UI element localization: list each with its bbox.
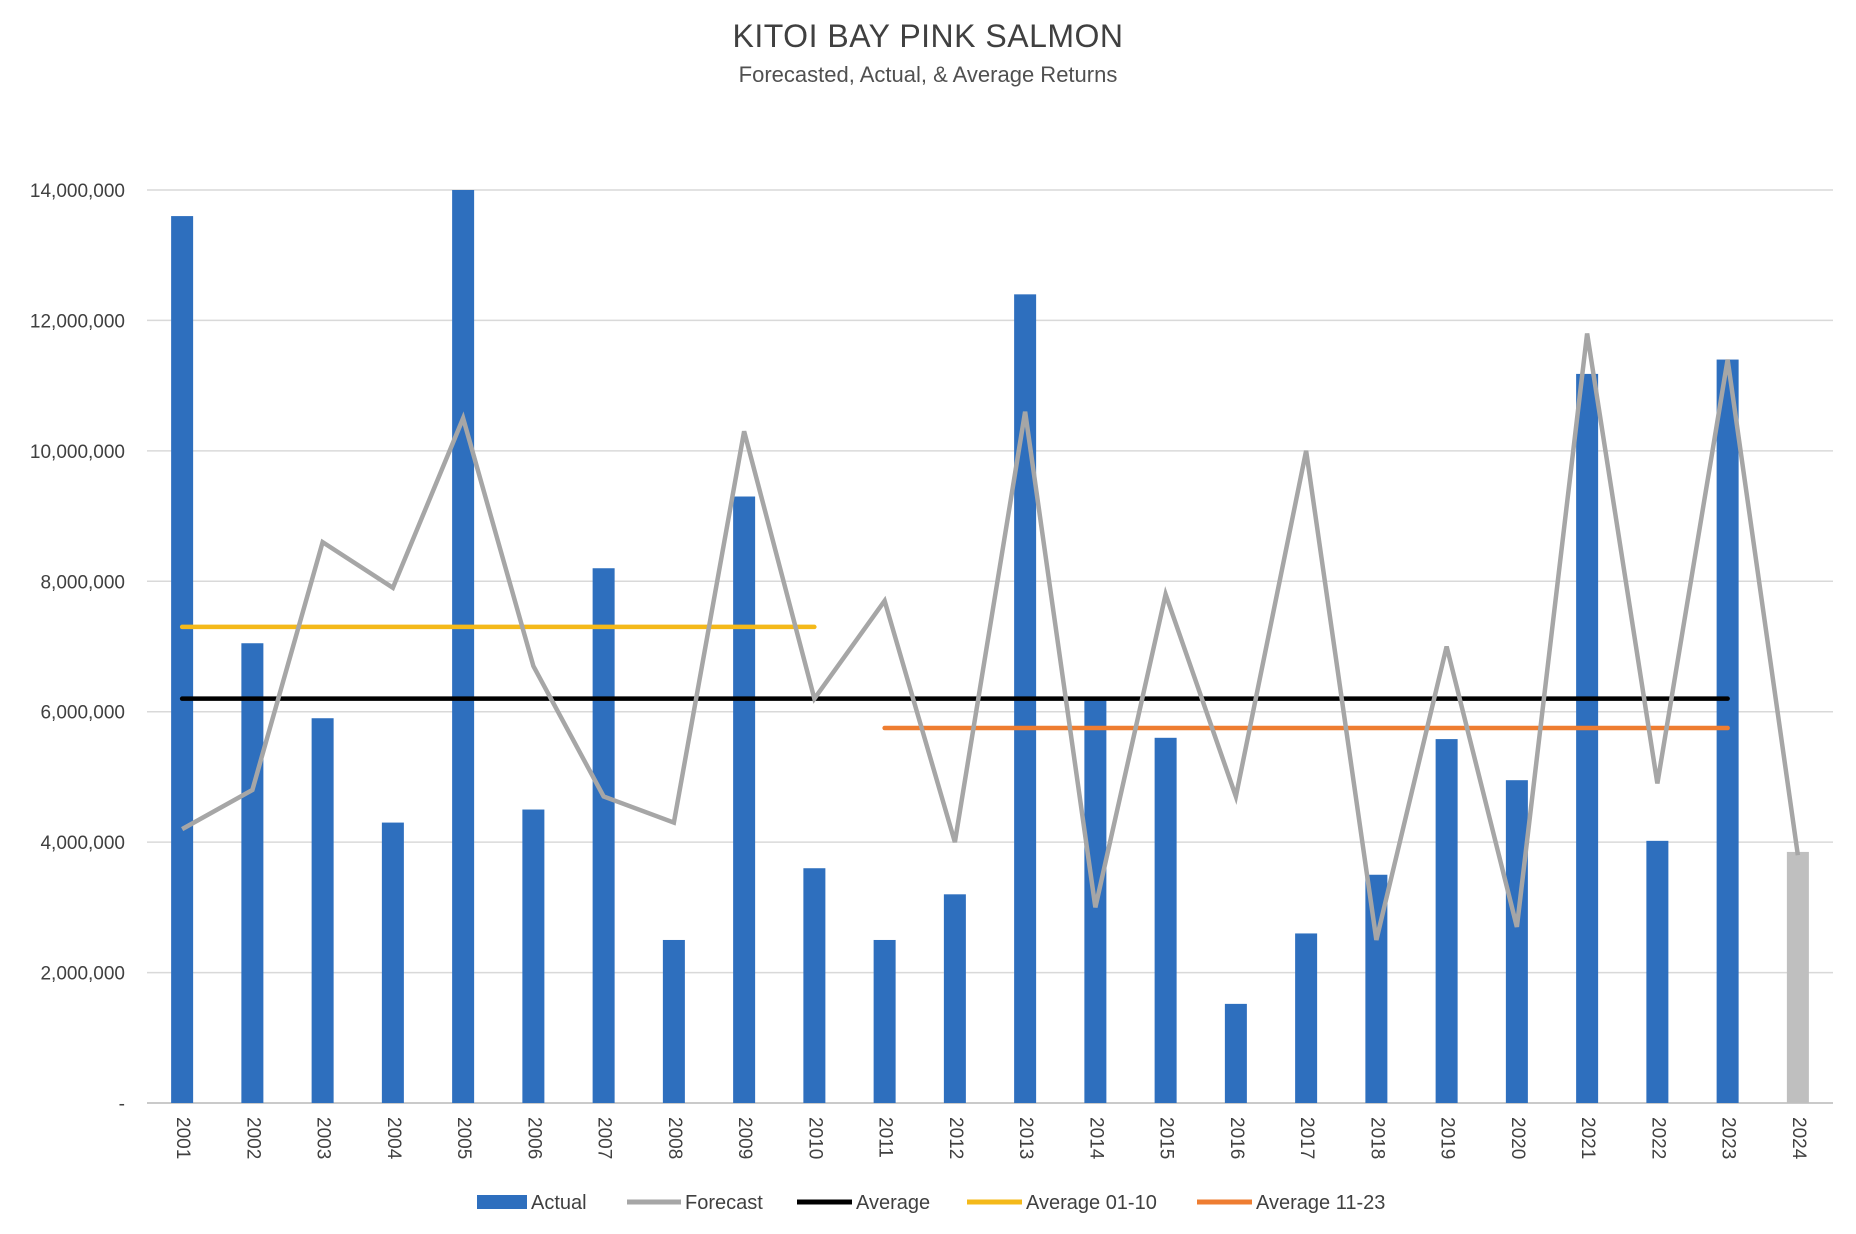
bar-actual-2011 <box>873 939 896 1103</box>
bar-actual-2023 <box>1716 359 1739 1103</box>
bar-actual-2015 <box>1154 737 1177 1103</box>
bar-actual-2010 <box>803 868 826 1103</box>
x-tick-label: 2003 <box>313 1117 334 1159</box>
legend-label-forecast: Forecast <box>685 1192 763 1214</box>
x-tick-label: 2007 <box>594 1117 615 1159</box>
x-tick-label: 2014 <box>1085 1117 1106 1160</box>
bar-actual-2018 <box>1365 874 1388 1103</box>
legend-label-actual: Actual <box>531 1192 587 1214</box>
bar-actual-2008 <box>662 939 685 1103</box>
x-tick-label: 2008 <box>664 1117 685 1159</box>
y-tick-label: 4,000,000 <box>40 833 125 854</box>
x-tick-label: 2020 <box>1507 1117 1528 1159</box>
y-tick-label: 2,000,000 <box>40 964 125 985</box>
chart-subtitle: Forecasted, Actual, & Average Returns <box>738 62 1118 87</box>
y-tick-label: 8,000,000 <box>40 572 125 593</box>
bar-actual-2006 <box>522 809 545 1103</box>
legend-label-average: Average <box>856 1192 930 1214</box>
bar-actual-2017 <box>1295 933 1318 1103</box>
x-tick-label: 2015 <box>1156 1117 1177 1159</box>
x-tick-label: 2023 <box>1718 1117 1739 1159</box>
legend-label-average-11-23: Average 11-23 <box>1256 1192 1385 1214</box>
x-tick-label: 2024 <box>1788 1117 1809 1160</box>
x-tick-label: 2006 <box>523 1117 544 1159</box>
y-tick-label: 6,000,000 <box>40 703 125 724</box>
x-tick-label: 2017 <box>1296 1117 1317 1159</box>
x-tick-label: 2012 <box>945 1117 966 1159</box>
x-tick-label: 2010 <box>804 1117 825 1159</box>
bar-actual-2007 <box>592 568 615 1103</box>
bar-actual-2020 <box>1505 780 1528 1103</box>
bar-actual-2003 <box>311 718 334 1103</box>
bar-actual-2012 <box>943 894 966 1103</box>
x-tick-label: 2018 <box>1366 1117 1387 1159</box>
bar-actual-2004 <box>381 822 404 1103</box>
x-tick-label: 2004 <box>383 1117 404 1160</box>
x-tick-label: 2019 <box>1437 1117 1458 1159</box>
chart-title: KITOI BAY PINK SALMON <box>732 18 1124 54</box>
bar-actual-2001 <box>171 216 194 1104</box>
x-tick-label: 2002 <box>242 1117 263 1159</box>
y-tick-label: 14,000,000 <box>30 181 125 202</box>
legend-swatch-actual <box>477 1195 527 1209</box>
y-tick-label: 10,000,000 <box>30 442 125 463</box>
bar-actual-2022 <box>1646 840 1669 1103</box>
x-tick-label: 2005 <box>453 1117 474 1159</box>
bar-actual-2002 <box>241 643 264 1103</box>
x-tick-label: 2021 <box>1577 1117 1598 1159</box>
x-tick-label: 2009 <box>734 1117 755 1159</box>
legend-label-average-01-10: Average 01-10 <box>1026 1192 1157 1214</box>
bar-actual-2009 <box>733 496 756 1103</box>
bar-actual-2024 <box>1786 851 1809 1103</box>
x-tick-label: 2011 <box>875 1117 896 1158</box>
x-tick-label: 2016 <box>1226 1117 1247 1159</box>
x-tick-label: 2013 <box>1015 1117 1036 1159</box>
x-tick-label: 2001 <box>172 1117 193 1159</box>
bar-actual-2005 <box>452 190 475 1103</box>
bar-actual-2019 <box>1435 739 1458 1103</box>
x-tick-label: 2022 <box>1647 1117 1668 1159</box>
bar-actual-2016 <box>1224 1003 1247 1103</box>
y-tick-label: 12,000,000 <box>30 311 125 332</box>
line-forecast <box>181 333 1801 941</box>
bar-actual-2021 <box>1576 373 1599 1103</box>
y-tick-label: - <box>119 1094 125 1115</box>
